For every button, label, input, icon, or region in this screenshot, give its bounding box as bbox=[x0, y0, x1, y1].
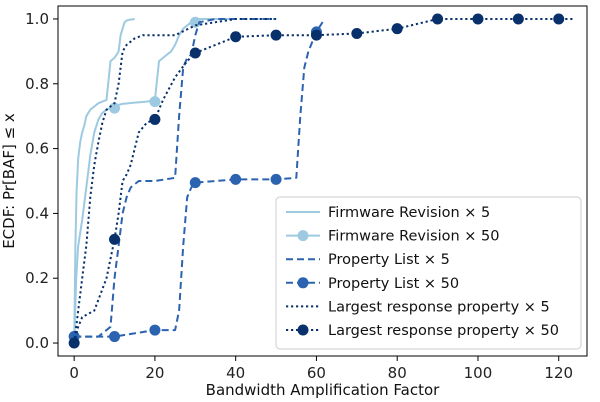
series-5-point-5 bbox=[270, 29, 282, 41]
series-3-point-3 bbox=[189, 177, 201, 189]
legend-box bbox=[275, 196, 582, 350]
x-tick-label-100: 100 bbox=[464, 364, 493, 382]
legend-marker-1 bbox=[297, 230, 309, 242]
x-tick-label-120: 120 bbox=[544, 364, 573, 382]
legend-label-0: Firmware Revision × 5 bbox=[328, 205, 490, 221]
series-5-point-0 bbox=[68, 337, 80, 349]
series-5-point-3 bbox=[189, 47, 201, 59]
series-3-point-5 bbox=[270, 173, 282, 185]
y-tick-label-4: 0.8 bbox=[25, 75, 49, 93]
y-tick-label-0: 0.0 bbox=[25, 334, 49, 352]
series-5-point-10 bbox=[472, 13, 484, 25]
series-3-point-4 bbox=[230, 173, 242, 185]
series-line-0 bbox=[73, 18, 135, 344]
series-3-point-1 bbox=[109, 331, 121, 343]
series-1-point-1 bbox=[109, 102, 121, 114]
series-5-point-9 bbox=[432, 13, 444, 25]
axes-frame bbox=[57, 5, 588, 357]
series-line-1 bbox=[73, 18, 236, 344]
series-5-point-4 bbox=[230, 31, 242, 43]
legend-label-1: Firmware Revision × 50 bbox=[328, 229, 499, 245]
x-tick-label-20: 20 bbox=[145, 364, 164, 382]
x-axis-label: Bandwidth Amplification Factor bbox=[206, 381, 440, 399]
series-5-point-1 bbox=[109, 233, 121, 245]
series-3-point-2 bbox=[149, 324, 161, 336]
legend-marker-3 bbox=[297, 277, 309, 289]
y-tick-label-1: 0.2 bbox=[25, 269, 49, 287]
series-line-2 bbox=[74, 18, 277, 338]
series-line-5 bbox=[73, 18, 575, 344]
series-5-point-11 bbox=[512, 13, 524, 25]
series-line-4 bbox=[73, 18, 277, 344]
x-tick-label-40: 40 bbox=[226, 364, 245, 382]
plot-area bbox=[68, 13, 575, 349]
series-5-point-12 bbox=[553, 13, 565, 25]
legend-label-5: Largest response property × 50 bbox=[328, 323, 559, 339]
axes: 0 20 40 60 80 100 120 0.0 0.2 0.4 0.6 0.8 1.0 bbox=[25, 10, 573, 382]
series-5-point-2 bbox=[149, 113, 161, 125]
series-1-point-3 bbox=[189, 16, 201, 28]
series-5-point-6 bbox=[310, 29, 322, 41]
legend-label-3: Property List × 50 bbox=[328, 276, 459, 292]
legend-marker-5 bbox=[297, 324, 309, 336]
y-tick-label-5: 1.0 bbox=[25, 10, 49, 28]
series-5-point-8 bbox=[391, 23, 403, 35]
y-tick-label-3: 0.6 bbox=[25, 140, 49, 158]
legend-label-2: Property List × 5 bbox=[328, 252, 450, 268]
x-tick-label-0: 0 bbox=[69, 364, 79, 382]
x-tick-label-80: 80 bbox=[388, 364, 407, 382]
x-tick-label-60: 60 bbox=[307, 364, 326, 382]
y-axis-label: ECDF: Pr[BAF] ≤ x bbox=[0, 113, 18, 249]
series-5-point-7 bbox=[351, 28, 363, 40]
series-1-point-2 bbox=[149, 96, 161, 108]
y-tick-label-2: 0.4 bbox=[25, 204, 49, 222]
legend-label-4: Largest response property × 5 bbox=[328, 299, 550, 315]
legend: Firmware Revision × 5 Firmware Revision ×… bbox=[275, 196, 582, 350]
